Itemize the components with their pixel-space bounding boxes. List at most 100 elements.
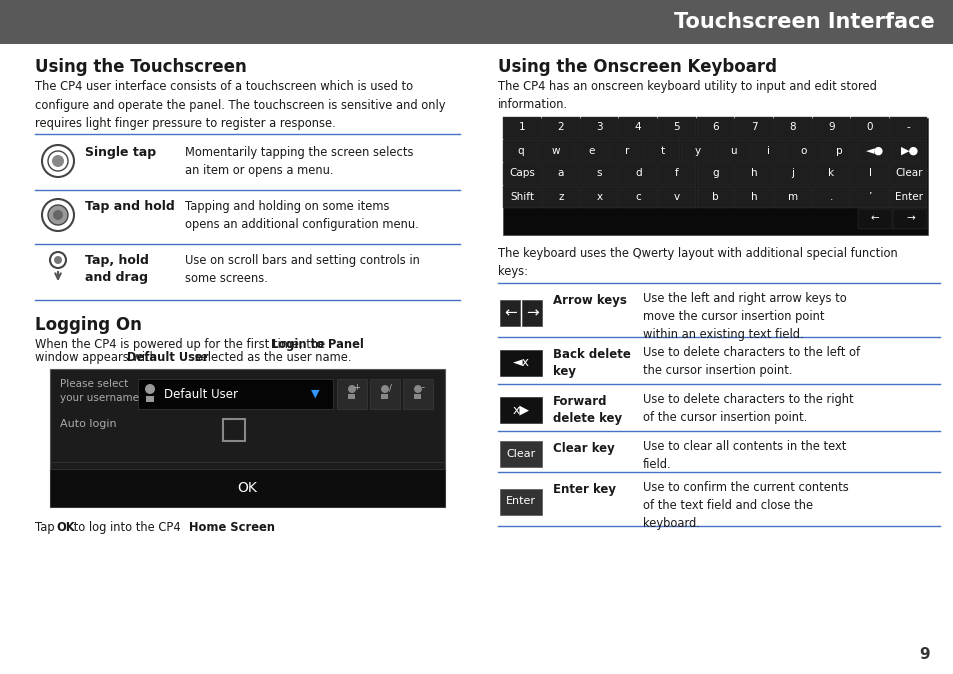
Text: Tap, hold
and drag: Tap, hold and drag bbox=[85, 254, 149, 284]
Bar bbox=[889, 162, 926, 185]
Bar bbox=[821, 140, 856, 162]
Text: selected as the user name.: selected as the user name. bbox=[191, 351, 351, 364]
Bar bbox=[336, 379, 367, 409]
Bar bbox=[499, 489, 541, 514]
Bar bbox=[541, 117, 579, 138]
Bar bbox=[751, 140, 785, 162]
Circle shape bbox=[54, 256, 62, 264]
Text: h: h bbox=[750, 168, 757, 179]
Text: j: j bbox=[790, 168, 794, 179]
Text: Use the left and right arrow keys to
move the cursor insertion point
within an e: Use the left and right arrow keys to mov… bbox=[642, 292, 846, 341]
Bar bbox=[541, 162, 579, 185]
Bar bbox=[521, 299, 541, 326]
Text: 0: 0 bbox=[866, 123, 872, 133]
Text: Enter key: Enter key bbox=[553, 483, 616, 496]
Text: x: x bbox=[596, 191, 602, 202]
Bar bbox=[618, 185, 657, 208]
Text: Tap: Tap bbox=[35, 521, 58, 534]
Text: to log into the CP4: to log into the CP4 bbox=[70, 521, 184, 534]
Text: m: m bbox=[787, 191, 797, 202]
Text: q: q bbox=[517, 146, 523, 156]
Bar bbox=[658, 185, 695, 208]
Text: y: y bbox=[694, 146, 700, 156]
Circle shape bbox=[145, 384, 154, 394]
Bar bbox=[402, 379, 433, 409]
Text: Caps: Caps bbox=[509, 168, 535, 179]
FancyArrow shape bbox=[381, 394, 388, 399]
Circle shape bbox=[414, 385, 421, 393]
Text: Use to clear all contents in the text
field.: Use to clear all contents in the text fi… bbox=[642, 440, 845, 471]
Text: z: z bbox=[558, 191, 563, 202]
Text: The CP4 user interface consists of a touchscreen which is used to
configure and : The CP4 user interface consists of a tou… bbox=[35, 80, 445, 130]
Bar bbox=[857, 208, 891, 228]
Text: Use on scroll bars and setting controls in
some screens.: Use on scroll bars and setting controls … bbox=[185, 254, 419, 285]
Text: →: → bbox=[525, 305, 538, 320]
Text: ▼: ▼ bbox=[311, 389, 319, 399]
Bar bbox=[580, 185, 618, 208]
Text: ◄x: ◄x bbox=[512, 357, 529, 369]
Text: h: h bbox=[750, 191, 757, 202]
Text: 1: 1 bbox=[518, 123, 525, 133]
Text: Tapping and holding on some items
opens an additional configuration menu.: Tapping and holding on some items opens … bbox=[185, 200, 418, 231]
Bar bbox=[773, 185, 811, 208]
Bar bbox=[658, 162, 695, 185]
Circle shape bbox=[348, 385, 355, 393]
Text: Using the Onscreen Keyboard: Using the Onscreen Keyboard bbox=[497, 58, 776, 76]
Bar bbox=[892, 140, 926, 162]
Bar bbox=[609, 140, 643, 162]
Text: →: → bbox=[905, 214, 914, 224]
Text: c: c bbox=[635, 191, 640, 202]
Text: /: / bbox=[388, 384, 391, 392]
Bar bbox=[0, 0, 953, 44]
Text: s: s bbox=[597, 168, 601, 179]
Bar bbox=[644, 140, 679, 162]
Bar bbox=[574, 140, 608, 162]
Text: Forward
delete key: Forward delete key bbox=[553, 395, 621, 425]
Text: 8: 8 bbox=[789, 123, 795, 133]
Text: e: e bbox=[588, 146, 594, 156]
Text: f: f bbox=[675, 168, 678, 179]
Text: 2: 2 bbox=[558, 123, 563, 133]
Text: Momentarily tapping the screen selects
an item or opens a menu.: Momentarily tapping the screen selects a… bbox=[185, 146, 413, 177]
Text: 9: 9 bbox=[827, 123, 834, 133]
Bar bbox=[50, 369, 444, 507]
Bar bbox=[138, 379, 333, 409]
Text: o: o bbox=[800, 146, 806, 156]
Text: r: r bbox=[624, 146, 628, 156]
Text: Arrow keys: Arrow keys bbox=[553, 294, 626, 307]
Text: Shift: Shift bbox=[510, 191, 534, 202]
Text: Default User: Default User bbox=[128, 351, 209, 364]
Bar bbox=[786, 140, 821, 162]
Text: v: v bbox=[673, 191, 679, 202]
Text: OK: OK bbox=[237, 481, 257, 495]
Text: Single tap: Single tap bbox=[85, 146, 156, 159]
Text: 3: 3 bbox=[596, 123, 602, 133]
Bar bbox=[618, 117, 657, 138]
Bar bbox=[812, 185, 849, 208]
Bar bbox=[696, 162, 734, 185]
Text: t: t bbox=[659, 146, 663, 156]
Bar bbox=[850, 185, 888, 208]
Bar bbox=[223, 419, 245, 441]
Bar bbox=[370, 379, 399, 409]
Text: i: i bbox=[766, 146, 769, 156]
Bar bbox=[892, 208, 926, 228]
Bar bbox=[503, 140, 537, 162]
Text: Use to confirm the current contents
of the text field and close the
keyboard.: Use to confirm the current contents of t… bbox=[642, 481, 848, 530]
Text: Touchscreen Interface: Touchscreen Interface bbox=[674, 12, 934, 32]
Text: ▶●: ▶● bbox=[901, 146, 919, 156]
Bar bbox=[857, 140, 891, 162]
Bar bbox=[503, 117, 540, 138]
Text: Clear: Clear bbox=[506, 449, 535, 459]
Bar bbox=[812, 162, 849, 185]
Text: Tap and hold: Tap and hold bbox=[85, 200, 174, 213]
Text: g: g bbox=[712, 168, 718, 179]
Bar bbox=[503, 162, 540, 185]
Text: l: l bbox=[867, 168, 871, 179]
Text: Default User: Default User bbox=[164, 388, 237, 400]
Text: .: . bbox=[829, 191, 832, 202]
Bar bbox=[541, 185, 579, 208]
Bar bbox=[735, 117, 772, 138]
Text: When the CP4 is powered up for the first time, the: When the CP4 is powered up for the first… bbox=[35, 338, 329, 351]
Text: Using the Touchscreen: Using the Touchscreen bbox=[35, 58, 247, 76]
